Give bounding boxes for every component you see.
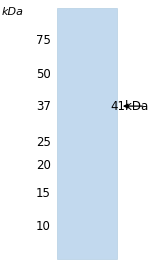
Bar [89, 110, 90, 111]
Bar [60, 109, 61, 110]
Bar [89, 109, 90, 110]
Bar [82, 109, 83, 110]
Bar [101, 110, 102, 111]
Bar [85, 109, 86, 110]
Bar [93, 110, 94, 111]
Bar [86, 110, 87, 111]
Bar [97, 110, 98, 111]
Bar [84, 110, 85, 111]
Bar [95, 110, 96, 111]
Bar [72, 109, 73, 110]
Bar [92, 110, 93, 111]
Bar [74, 110, 75, 111]
Text: 25: 25 [36, 136, 51, 149]
Bar [83, 110, 84, 111]
Bar [69, 109, 70, 110]
Bar [57, 8, 117, 259]
Bar [76, 109, 77, 110]
Bar [63, 109, 64, 110]
Bar [90, 110, 91, 111]
Bar [64, 110, 65, 111]
Bar [81, 110, 82, 111]
Bar [68, 110, 69, 111]
Bar [84, 109, 85, 110]
Text: 20: 20 [36, 159, 51, 172]
Bar [95, 109, 96, 110]
Bar [72, 110, 73, 111]
Bar [80, 110, 81, 111]
Bar [93, 109, 94, 110]
Bar [71, 110, 72, 111]
Bar [75, 110, 76, 111]
Bar [100, 109, 101, 110]
Bar [62, 109, 63, 110]
Text: 75: 75 [36, 34, 51, 47]
Bar [79, 109, 80, 110]
Bar [69, 110, 70, 111]
Bar [61, 110, 62, 111]
Bar [86, 109, 87, 110]
Bar [71, 109, 72, 110]
Text: 50: 50 [36, 68, 51, 81]
Bar [66, 110, 67, 111]
Bar [98, 109, 99, 110]
Bar [94, 110, 95, 111]
Bar [78, 110, 79, 111]
Bar [73, 110, 74, 111]
Bar [61, 109, 62, 110]
Text: 15: 15 [36, 187, 51, 200]
Bar [60, 110, 61, 111]
Bar [75, 109, 76, 110]
Bar [97, 109, 98, 110]
Bar [92, 109, 93, 110]
Bar [100, 110, 101, 111]
Bar [77, 109, 78, 110]
Bar [100, 110, 101, 111]
Bar [73, 109, 74, 110]
Bar [65, 109, 66, 110]
Text: kDa: kDa [2, 7, 24, 17]
Bar [94, 109, 95, 110]
Bar [74, 109, 75, 110]
Bar [101, 109, 102, 110]
Bar [64, 109, 65, 110]
Bar [79, 110, 80, 111]
Bar [62, 110, 63, 111]
Bar [63, 110, 64, 111]
Bar [76, 110, 77, 111]
Text: 10: 10 [36, 220, 51, 233]
Bar [77, 110, 78, 111]
Bar [85, 110, 86, 111]
Bar [85, 110, 86, 111]
Bar [78, 109, 79, 110]
Bar [67, 109, 68, 110]
Bar [96, 109, 97, 110]
Bar [96, 110, 97, 111]
Bar [100, 109, 101, 110]
Bar [80, 109, 81, 110]
Bar [88, 110, 89, 111]
Bar [66, 109, 67, 110]
Bar [81, 109, 82, 110]
Bar [87, 110, 88, 111]
Bar [67, 110, 68, 111]
Bar [91, 110, 92, 111]
Bar [87, 109, 88, 110]
Bar [91, 109, 92, 110]
Bar [70, 110, 71, 111]
Bar [83, 109, 84, 110]
Bar [70, 109, 71, 110]
Bar [88, 109, 89, 110]
Bar [98, 110, 99, 111]
Bar [85, 109, 86, 110]
Bar [82, 110, 83, 111]
Bar [90, 109, 91, 110]
Bar [65, 110, 66, 111]
Bar [99, 109, 100, 110]
Text: 37: 37 [36, 100, 51, 113]
Bar [68, 109, 69, 110]
Text: 41kDa: 41kDa [110, 100, 148, 113]
Bar [99, 110, 100, 111]
